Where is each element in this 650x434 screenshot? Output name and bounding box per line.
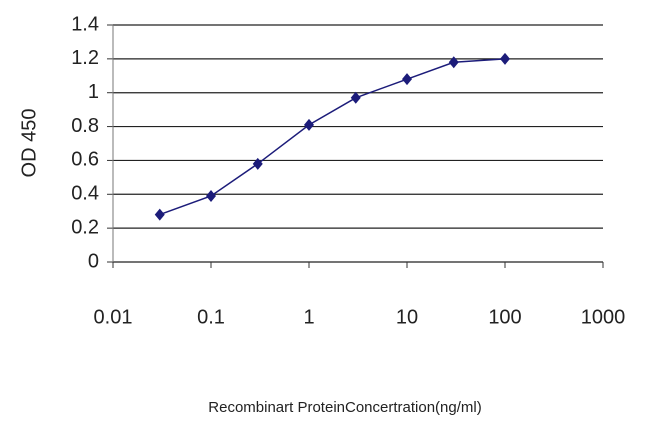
- x-tick-label: 10: [396, 306, 418, 328]
- marker: [206, 189, 216, 202]
- x-tick-label: 0.01: [94, 306, 133, 328]
- x-tick-label: 1000: [581, 306, 626, 328]
- line: [159, 58, 506, 216]
- marker: [402, 73, 412, 86]
- x-tick-label: 0.1: [197, 306, 225, 328]
- y-tick-label: 0.8: [71, 115, 99, 137]
- y-axis-label: OD 450: [18, 109, 40, 178]
- y-tick-label: 0: [88, 250, 99, 272]
- x-tick-label: 100: [488, 306, 521, 328]
- y-tick-label: 0.4: [71, 183, 99, 205]
- marker: [252, 157, 263, 170]
- y-tick-label: 1.4: [71, 13, 99, 35]
- x-tick-label: 1: [303, 306, 314, 328]
- marker: [304, 118, 314, 131]
- marker: [350, 91, 361, 104]
- marker: [500, 52, 510, 65]
- y-tick-label: 0.2: [71, 216, 99, 238]
- x-axis-label: Recombinart ProteinConcertration(ng/ml): [208, 399, 481, 416]
- marker: [154, 208, 165, 221]
- y-tick-label: 0.6: [71, 149, 99, 171]
- y-tick-label: 1: [88, 81, 99, 103]
- marker: [448, 56, 459, 69]
- y-tick-label: 1.2: [71, 47, 99, 69]
